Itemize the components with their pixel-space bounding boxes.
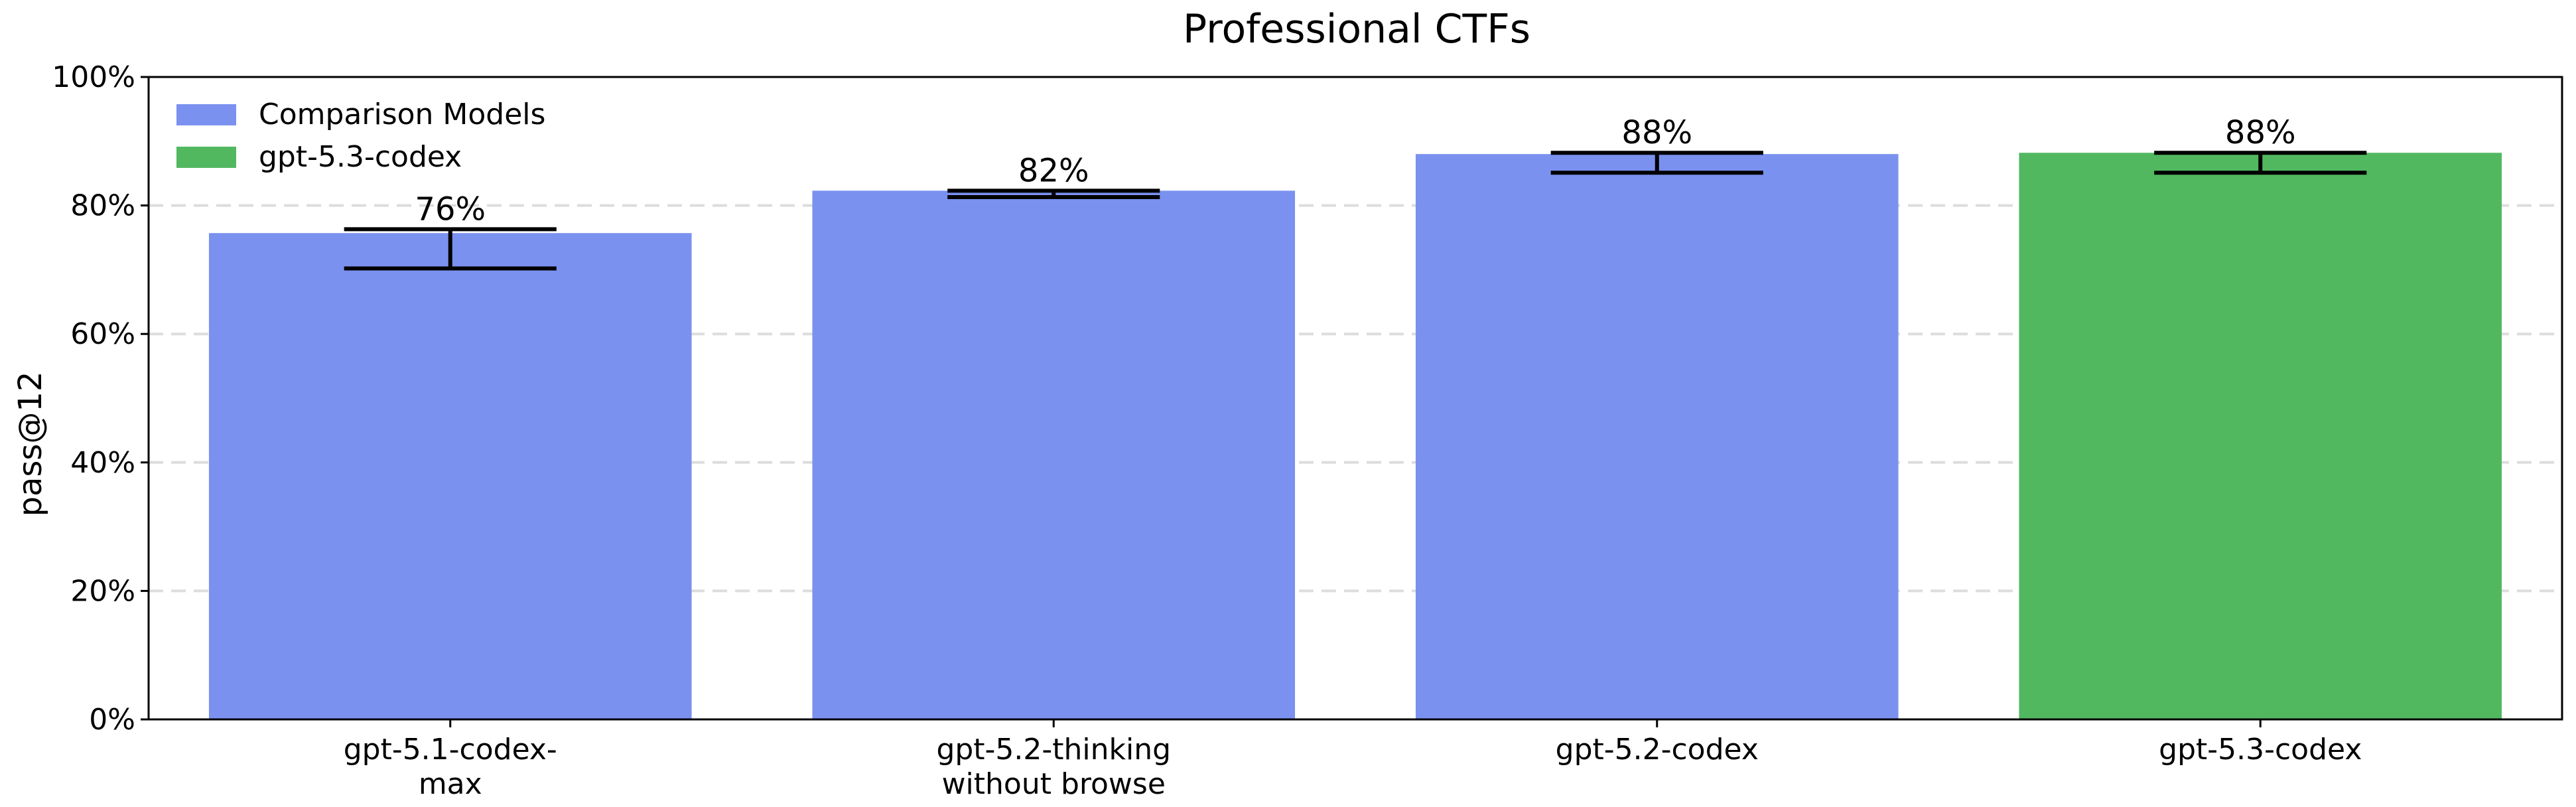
legend-label: gpt-5.3-codex [259, 140, 462, 174]
y-tick-label: 40% [70, 446, 135, 480]
error-bars [344, 151, 2367, 271]
data-label: 76% [415, 190, 486, 228]
x-tick-label: gpt-5.3-codex [2159, 733, 2362, 767]
legend-swatch [176, 147, 236, 168]
y-tick-label: 100% [52, 60, 135, 94]
bar [1415, 154, 1899, 719]
plot-frame [147, 76, 2563, 721]
legend: Comparison Models gpt-5.3-codex [176, 98, 545, 174]
bar [812, 190, 1296, 719]
data-labels: 76% 82% 88% 88% [415, 114, 2295, 228]
bar [2019, 153, 2502, 719]
y-tick-label: 60% [70, 317, 135, 351]
bar [208, 233, 692, 719]
y-tick-label: 0% [89, 703, 135, 737]
y-axis-label: pass@12 [12, 372, 49, 517]
y-axis-ticks: 0% 20% 40% 60% 80% 100% [52, 60, 149, 737]
chart-title: Professional CTFs [1183, 6, 1530, 52]
legend-label: Comparison Models [259, 98, 545, 131]
bars [208, 153, 2502, 719]
x-axis-ticks: gpt-5.1-codex-max gpt-5.2-thinking without… [344, 719, 2362, 801]
legend-swatch [176, 104, 236, 125]
data-label: 88% [2225, 114, 2296, 151]
x-tick-label: gpt-5.2-codex [1556, 733, 1759, 767]
x-tick-label: gpt-5.1-codex-max [344, 733, 557, 801]
y-tick-label: 20% [70, 574, 135, 608]
y-tick-label: 80% [70, 189, 135, 223]
data-label: 88% [1621, 114, 1692, 151]
x-tick-label: gpt-5.2-thinking without browse [936, 733, 1171, 801]
data-label: 82% [1018, 152, 1089, 189]
